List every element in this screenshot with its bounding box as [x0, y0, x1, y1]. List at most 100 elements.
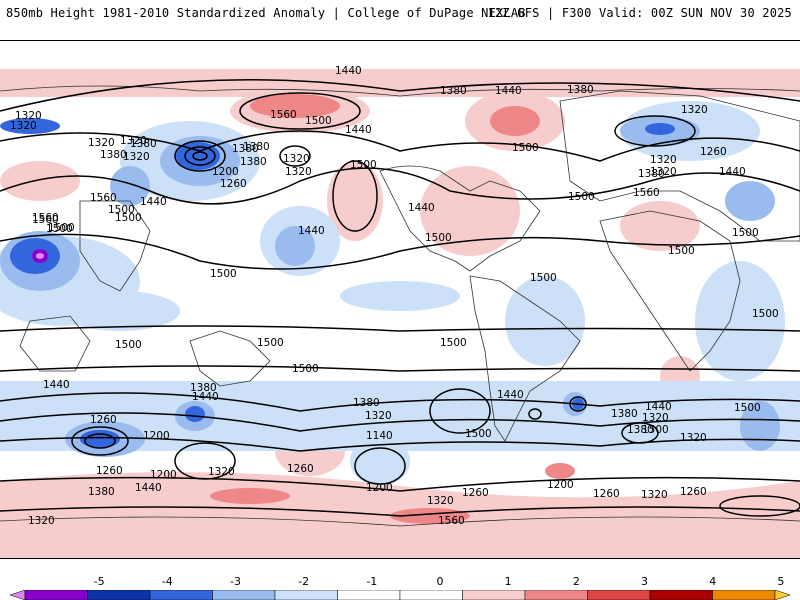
- contour-label: 1200: [547, 479, 574, 491]
- contour-label: 1440: [408, 202, 435, 214]
- contour-label: 1320: [641, 489, 668, 501]
- colorbar-tick-label: -4: [161, 575, 173, 588]
- contour-label: 1260: [287, 463, 314, 475]
- contour-label: 1200: [212, 166, 239, 178]
- contour-label: 1320: [88, 137, 115, 149]
- contour-label: 1320: [283, 153, 310, 165]
- contour-label: 1560: [32, 212, 59, 224]
- colorbar-segment: [399, 590, 463, 600]
- colorbar-segment: [24, 590, 88, 600]
- contour-label: 1320: [10, 120, 37, 132]
- contour-label: 1440: [192, 391, 219, 403]
- contour-label: 1500: [210, 268, 237, 280]
- colorbar-tick-label: 5: [777, 575, 785, 588]
- contour-label: 1380: [190, 382, 217, 394]
- contour-label: 1380: [567, 84, 594, 96]
- colorbar-tick-label: -2: [298, 575, 310, 588]
- contour-label: 1380: [240, 156, 267, 168]
- height-contours: [0, 79, 800, 517]
- colorbar-tick-label: 4: [709, 575, 717, 588]
- contour-label: 1500: [752, 308, 779, 320]
- colorbar-segment: [587, 590, 651, 600]
- contour-label: 1320: [650, 154, 677, 166]
- contour-label: 1440: [140, 196, 167, 208]
- colorbar-ticks: -5 -4 -3 -2 -1 0 1 2 3 4 5: [10, 575, 790, 589]
- colorbar-segment: [462, 590, 526, 600]
- contour-label: 1320: [28, 515, 55, 527]
- contour-label: 1500: [257, 337, 284, 349]
- contour-label: 1440: [298, 225, 325, 237]
- colorbar-tick-label: -1: [366, 575, 378, 588]
- contour-label: 1200: [366, 482, 393, 494]
- contour-label: 1260: [462, 487, 489, 499]
- colorbar-min-arrow: [10, 590, 26, 600]
- colorbar-segment: [149, 590, 213, 600]
- contour-label: 1260: [90, 414, 117, 426]
- contour-label: 1440: [335, 65, 362, 77]
- contour-label: 1500: [48, 222, 75, 234]
- contour-label: 1500: [734, 402, 761, 414]
- header: 850mb Height 1981-2010 Standardized Anom…: [0, 0, 800, 40]
- colorbar-segment: [274, 590, 338, 600]
- contour-label: 1560: [90, 192, 117, 204]
- contour-label: 1500: [530, 272, 557, 284]
- contour-label: 1440: [719, 166, 746, 178]
- colorbar-strip: [10, 590, 790, 600]
- contour-label: 1500: [350, 159, 377, 171]
- contour-label: 1500: [568, 191, 595, 203]
- contour-label: 1320: [650, 166, 677, 178]
- contour-label: 1560: [438, 515, 465, 527]
- map-panel: 1440 1380 1380 1560 1500 1440 1320 1320 …: [0, 40, 800, 559]
- colorbar-tick-label: 3: [641, 575, 649, 588]
- colorbar-tick-label: 0: [436, 575, 444, 588]
- contour-label: 1500: [668, 245, 695, 257]
- contour-label: 1500: [440, 337, 467, 349]
- contour-label: 1440: [135, 482, 162, 494]
- contour-label: 1200: [150, 469, 177, 481]
- contour-label: 1440: [345, 124, 372, 136]
- colorbar-segment: [649, 590, 713, 600]
- contour-label: 1260: [96, 465, 123, 477]
- contour-label: 1260: [700, 146, 727, 158]
- colorbar-tick-label: -5: [93, 575, 105, 588]
- contour-label: 1500: [115, 339, 142, 351]
- colorbar-segment: [712, 590, 776, 600]
- contour-label: 1380: [130, 138, 157, 150]
- colorbar-tick-label: 2: [572, 575, 580, 588]
- contour-label: 1380: [243, 141, 270, 153]
- contour-label: 1380: [88, 486, 115, 498]
- contour-label: 1320: [123, 151, 150, 163]
- contour-label: 1500: [292, 363, 319, 375]
- contour-label: 1320: [120, 135, 147, 147]
- contour-label: 1320: [15, 110, 42, 122]
- colorbar-tick-label: -3: [229, 575, 241, 588]
- colorbar-segment: [524, 590, 588, 600]
- contour-label: 1500: [642, 424, 669, 436]
- contour-labels: 1440 1380 1380 1560 1500 1440 1320 1320 …: [10, 65, 779, 527]
- contour-label: 1140: [366, 430, 393, 442]
- contour-label: 1500: [108, 204, 135, 216]
- contour-label: 1440: [495, 85, 522, 97]
- contour-label: 1440: [645, 401, 672, 413]
- map-title: 850mb Height 1981-2010 Standardized Anom…: [6, 6, 526, 20]
- colorbar-tick-label: 1: [504, 575, 512, 588]
- contour-label: 1500: [465, 428, 492, 440]
- contour-label: 1320: [365, 410, 392, 422]
- contour-label: 1260: [593, 488, 620, 500]
- contour-label: 1320: [681, 104, 708, 116]
- contour-label: 1500: [425, 232, 452, 244]
- contour-label: 1320: [285, 166, 312, 178]
- contour-label: 1440: [43, 379, 70, 391]
- anomaly-colorbar: -5 -4 -3 -2 -1 0 1 2 3 4 5: [10, 575, 790, 600]
- contour-label: 1320: [208, 466, 235, 478]
- colorbar-max-arrow: [774, 590, 790, 600]
- contour-label: 1380: [353, 397, 380, 409]
- model-run-info: 12Z GFS | F300 Valid: 00Z SUN NOV 30 202…: [487, 6, 792, 20]
- contour-label: 1380: [638, 168, 665, 180]
- contour-label: 1260: [220, 178, 247, 190]
- contour-label: 1260: [680, 486, 707, 498]
- extreme-negative-anomaly: [32, 249, 48, 263]
- colorbar-segment: [87, 590, 151, 600]
- contour-label: 1380: [611, 408, 638, 420]
- contour-label: 1320: [427, 495, 454, 507]
